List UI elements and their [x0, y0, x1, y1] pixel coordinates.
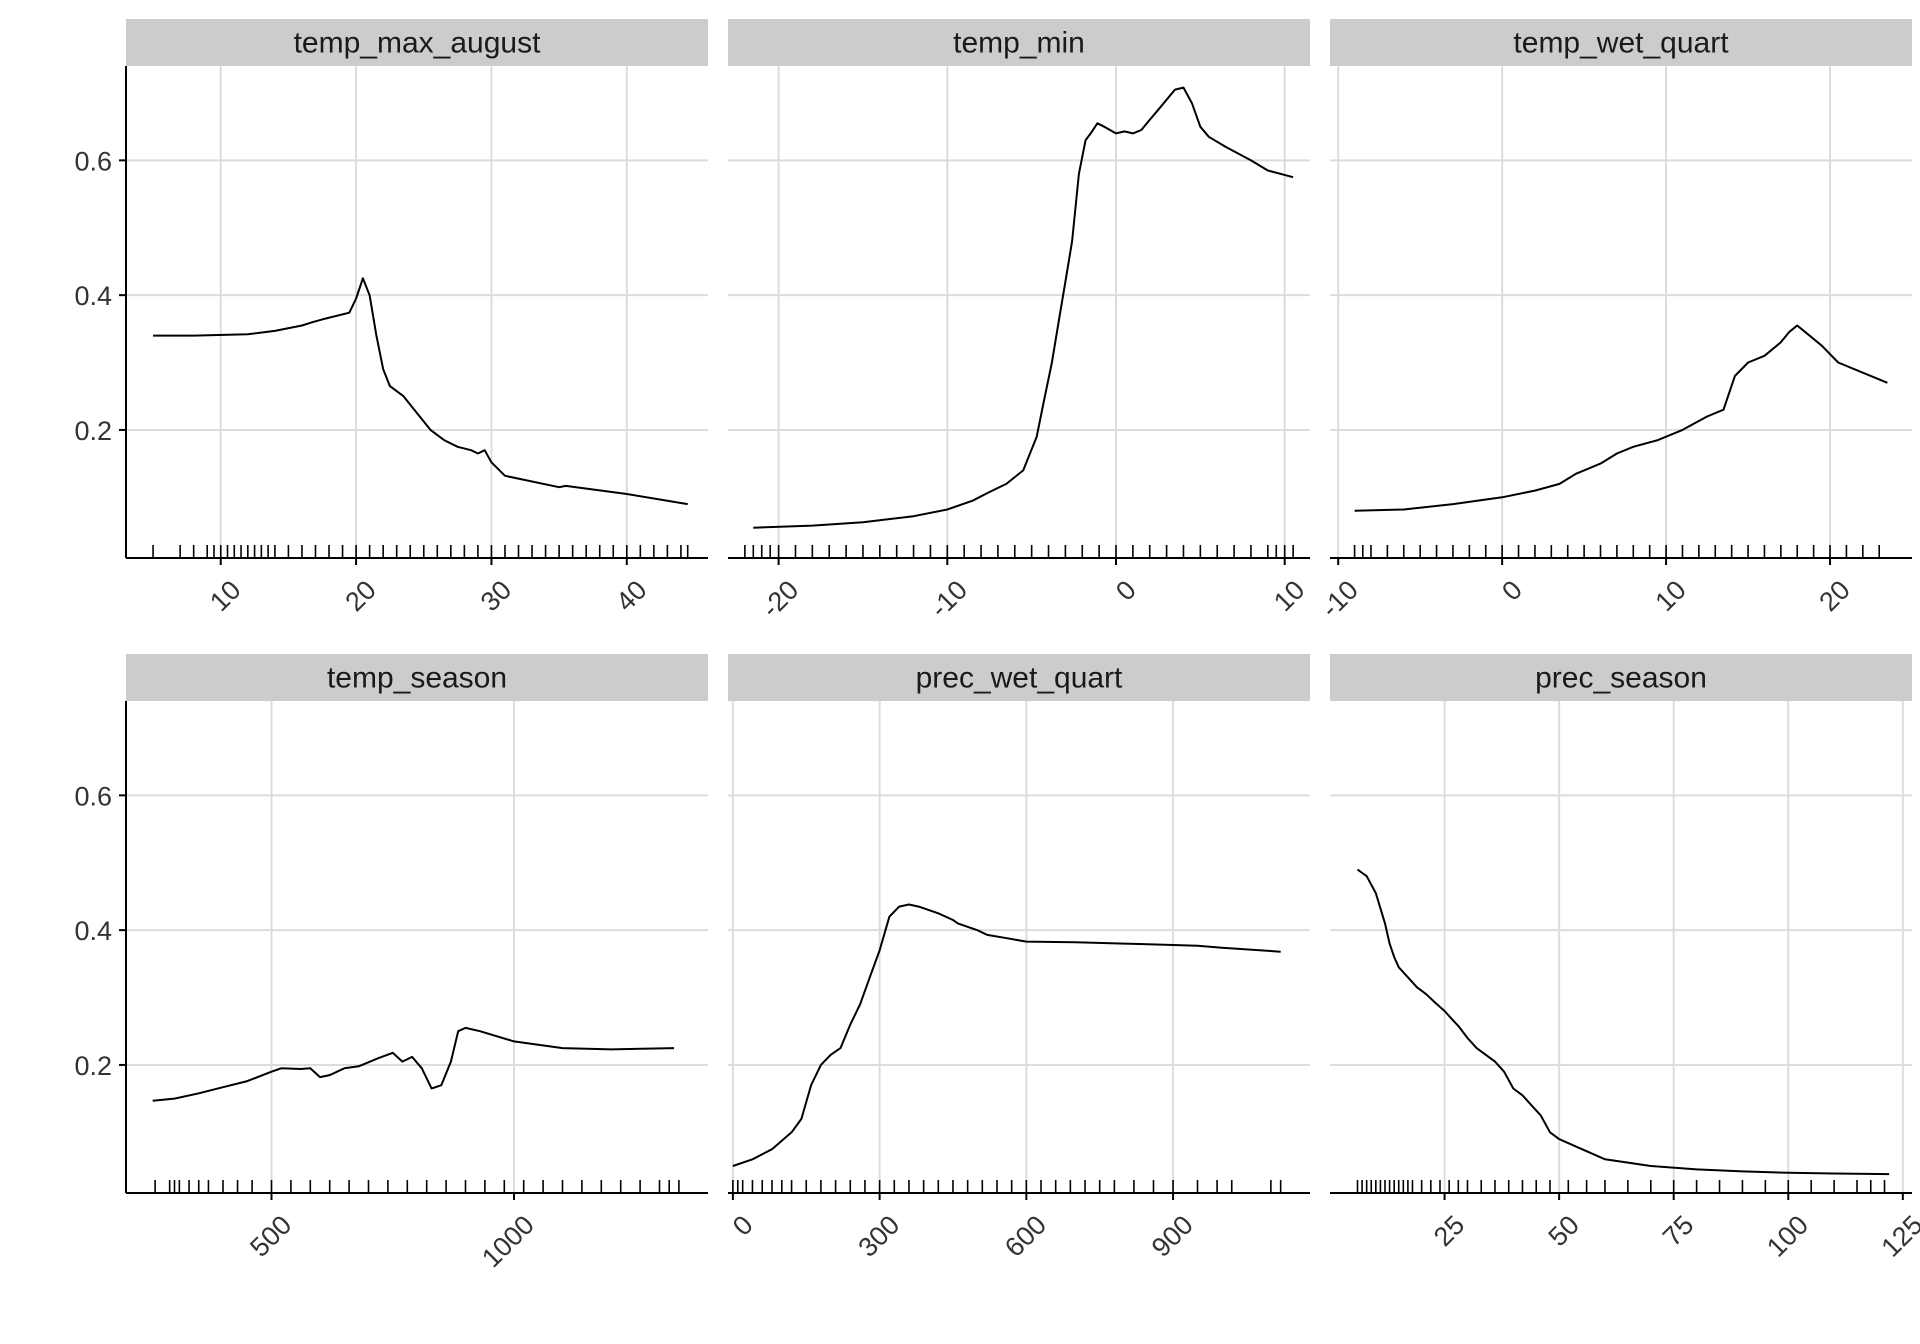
facet-panel-temp_wet_quart: temp_wet_quart -10 0 10 20 — [1315, 19, 1912, 623]
y-tick-label: 0.4 — [74, 916, 112, 946]
x-tick-label: 125 — [1876, 1210, 1920, 1263]
facet-title: temp_wet_quart — [1513, 27, 1729, 60]
facet-strip — [126, 19, 708, 66]
facet-panel-prec_wet_quart: prec_wet_quart 0 300 600 900 — [727, 654, 1310, 1263]
y-tick-label: 0.6 — [74, 146, 112, 176]
facet-panel-temp_max_august: temp_max_august 0.2 0.4 0.6 10 20 30 40 — [74, 19, 708, 617]
series-line — [152, 1026, 675, 1102]
x-tick-label: 75 — [1657, 1210, 1699, 1252]
x-tick-label: 0 — [1110, 575, 1142, 607]
facet-title: temp_season — [327, 662, 507, 695]
x-tick-label: -10 — [924, 575, 973, 624]
facet-strip — [1330, 19, 1912, 66]
x-tick-label: 50 — [1542, 1210, 1584, 1252]
y-tick-label: 0.4 — [74, 281, 112, 311]
facet-title: temp_min — [953, 27, 1085, 60]
x-tick-label: 0 — [1496, 575, 1528, 607]
facet-panel-temp_season: temp_season 0.2 0.4 0.6 500 1000 — [74, 654, 708, 1273]
facet-panel-prec_season: prec_season 25 50 75 100 125 — [1330, 654, 1920, 1263]
x-tick-label: 100 — [1761, 1210, 1814, 1263]
x-tick-label: 30 — [475, 575, 517, 617]
x-tick-label: -20 — [756, 575, 805, 624]
x-tick-label: 10 — [204, 575, 246, 617]
facet-strip — [728, 19, 1310, 66]
x-tick-label: 900 — [1146, 1210, 1199, 1263]
x-tick-label: 0 — [727, 1210, 759, 1242]
facet-title: temp_max_august — [294, 27, 541, 60]
x-tick-label: 300 — [852, 1210, 905, 1263]
facet-strip — [126, 654, 708, 701]
x-tick-label: 20 — [339, 575, 381, 617]
y-tick-label: 0.2 — [74, 416, 112, 446]
x-tick-label: 10 — [1649, 575, 1691, 617]
series-line — [753, 86, 1294, 529]
x-tick-label: 1000 — [476, 1210, 540, 1274]
series-line — [1354, 324, 1888, 512]
facet-panel-temp_min: temp_min -20 -10 0 10 — [728, 19, 1311, 623]
x-tick-label: 20 — [1813, 575, 1855, 617]
x-tick-label: 25 — [1428, 1210, 1470, 1252]
facet-strip — [1330, 654, 1912, 701]
facet-title: prec_season — [1535, 662, 1707, 695]
y-tick-label: 0.2 — [74, 1051, 112, 1081]
y-tick-label: 0.6 — [74, 781, 112, 811]
x-tick-label: 10 — [1268, 575, 1310, 617]
x-tick-label: -10 — [1315, 575, 1364, 624]
x-tick-label: 600 — [999, 1210, 1052, 1263]
x-tick-label: 40 — [610, 575, 652, 617]
series-line — [153, 277, 688, 506]
series-line — [1356, 868, 1890, 1176]
series-line — [732, 903, 1281, 1167]
facet-title: prec_wet_quart — [916, 662, 1123, 695]
facet-strip — [728, 654, 1310, 701]
x-tick-label: 500 — [244, 1210, 297, 1263]
